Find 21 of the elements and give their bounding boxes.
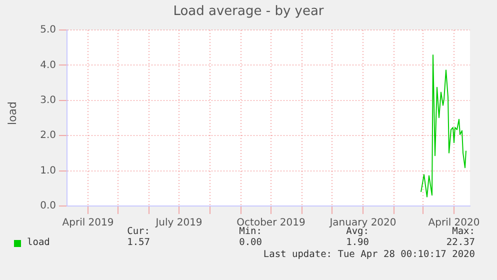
text: Avg: bbox=[346, 226, 369, 237]
y-tick-label: 1.0 bbox=[40, 165, 56, 176]
text: Cur: bbox=[127, 226, 150, 237]
text: Last update: Tue Apr 28 00:10:17 2020 bbox=[263, 249, 475, 260]
y-tick-label: 3.0 bbox=[40, 94, 56, 106]
y-tick-label: 2.0 bbox=[40, 130, 56, 142]
text: Min: bbox=[239, 226, 262, 237]
y-tick-label: 4.0 bbox=[40, 60, 56, 71]
y-tick-label: 0.0 bbox=[40, 200, 56, 212]
y-tick-label: 5.0 bbox=[40, 24, 56, 36]
x-tick-label: July 2019 bbox=[154, 218, 202, 229]
text: 0.00 bbox=[239, 237, 262, 248]
legend-label: load bbox=[27, 237, 50, 248]
text: 1.57 bbox=[127, 237, 150, 248]
y-axis-title: load bbox=[6, 101, 19, 125]
text: Max: bbox=[452, 226, 475, 237]
text: 22.37 bbox=[446, 237, 475, 248]
chart-title: Load average - by year bbox=[172, 4, 325, 19]
text: 1.90 bbox=[346, 237, 369, 248]
x-tick-label: January 2020 bbox=[328, 218, 396, 229]
x-tick-label: April 2019 bbox=[62, 218, 114, 229]
